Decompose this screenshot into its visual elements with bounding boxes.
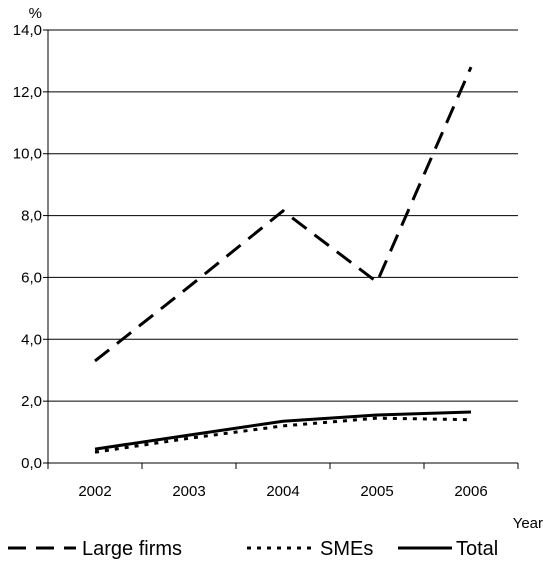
legend: Large firms SMEs Total — [8, 538, 498, 560]
y-tick-label: 6,0 — [21, 269, 42, 286]
x-tick-label: 2005 — [360, 483, 393, 500]
x-tick-label: 2002 — [78, 483, 111, 500]
y-tick-label: 2,0 — [21, 393, 42, 410]
y-tick-label: 14,0 — [13, 22, 42, 39]
legend-label: SMEs — [320, 538, 373, 560]
y-tick-label: 4,0 — [21, 331, 42, 348]
y-tick-label: 8,0 — [21, 208, 42, 225]
y-axis-label: % — [29, 5, 42, 22]
series-line-large-firms — [94, 66, 473, 363]
y-tick-label: 12,0 — [13, 84, 42, 101]
x-tick-label: 2006 — [454, 483, 487, 500]
x-tick-label: 2004 — [266, 483, 299, 500]
series-line-total — [94, 410, 472, 451]
series-line-smes — [94, 416, 472, 454]
series-lines — [94, 66, 473, 454]
y-tick-label: 10,0 — [13, 146, 42, 163]
x-tick-labels: 2002 2003 2004 2005 2006 — [78, 483, 487, 500]
y-tick-labels: 0,0 2,0 4,0 6,0 8,0 10,0 12,0 14,0 — [13, 22, 42, 472]
legend-label: Large firms — [82, 538, 182, 560]
gridlines — [48, 29, 518, 402]
legend-label: Total — [456, 538, 498, 560]
axes — [43, 29, 519, 469]
x-tick-label: 2003 — [172, 483, 205, 500]
x-axis-label: Year — [513, 515, 543, 532]
y-tick-label: 0,0 — [21, 455, 42, 472]
